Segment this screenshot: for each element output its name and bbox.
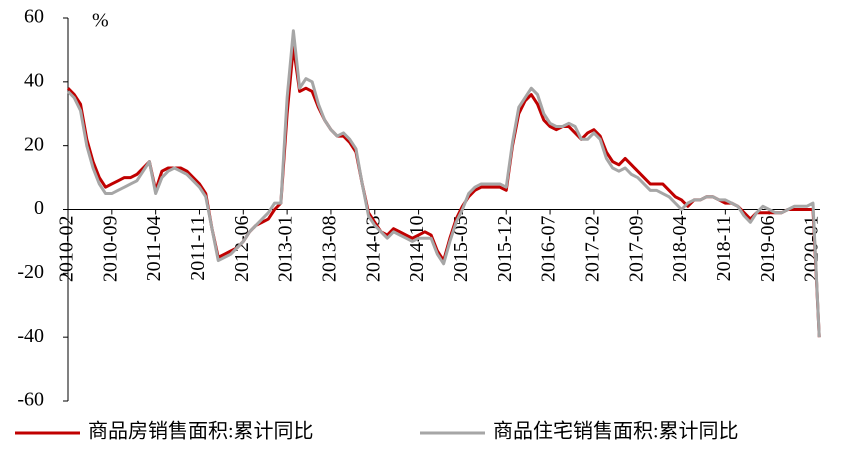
y-tick-label: -40	[17, 325, 44, 347]
series-line	[66, 45, 821, 338]
x-tick-label: 2012-06	[231, 216, 253, 283]
x-tick-label: 2018-04	[669, 216, 691, 283]
x-tick-label: 2010-09	[99, 216, 121, 283]
legend-label: 商品房销售面积:累计同比	[88, 420, 314, 443]
y-tick-label: 40	[24, 69, 44, 91]
x-tick-label: 2014-10	[406, 216, 428, 283]
x-tick-label: 2011-11	[187, 216, 209, 281]
y-tick-label: 20	[24, 133, 44, 155]
x-tick-label: 2015-12	[494, 216, 516, 283]
x-tick-label: 2019-06	[757, 216, 779, 283]
y-tick-label: 0	[34, 197, 44, 219]
unit-label: %	[92, 10, 109, 32]
x-tick-label: 2020-01	[801, 216, 823, 283]
x-tick-label: 2010-02	[56, 216, 78, 283]
x-tick-label: 2013-08	[319, 216, 341, 283]
series-line	[66, 29, 821, 338]
x-tick-label: 2016-07	[538, 216, 560, 283]
y-tick-label: -20	[17, 261, 44, 283]
y-tick-label: -60	[17, 389, 44, 411]
x-tick-label: 2017-09	[625, 216, 647, 283]
x-tick-label: 2015-05	[450, 216, 472, 283]
x-tick-label: 2017-02	[581, 216, 603, 283]
x-tick-label: 2011-04	[143, 216, 165, 282]
x-tick-label: 2013-01	[275, 216, 297, 283]
x-tick-label: 2014-03	[362, 216, 384, 283]
y-tick-label: 60	[24, 6, 44, 28]
legend-label: 商品住宅销售面积:累计同比	[493, 420, 739, 443]
x-tick-label: 2018-11	[713, 216, 735, 282]
